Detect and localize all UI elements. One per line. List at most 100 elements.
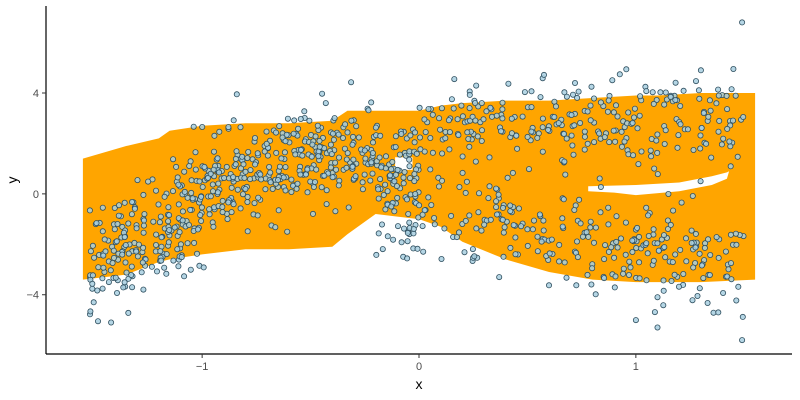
data-point [99,285,106,292]
data-point [688,239,695,246]
data-point [254,150,261,157]
data-point [244,228,251,235]
data-point [312,133,319,140]
data-point [706,271,713,278]
data-point [341,145,348,152]
data-point [179,208,186,215]
data-point [352,173,359,180]
data-point [410,225,417,232]
data-point [587,117,594,124]
data-point [284,228,291,235]
data-point [651,165,658,172]
data-point [390,236,397,243]
data-point [99,228,106,235]
data-point [446,129,453,136]
data-point [101,236,108,243]
data-point [361,147,368,154]
data-point [276,123,283,130]
data-point [293,185,300,192]
data-point [429,111,436,118]
data-point [343,164,350,171]
data-point [282,187,289,194]
data-point [577,220,584,227]
data-point [622,219,629,226]
data-point [414,245,421,252]
data-point [375,230,382,237]
data-point [157,213,164,220]
data-point [344,150,351,157]
data-point [546,250,553,257]
data-point [677,246,684,253]
data-point [513,132,520,139]
data-point [375,195,382,202]
data-point [662,254,669,261]
data-point [698,262,705,269]
data-point [508,130,515,137]
data-point [508,115,515,122]
data-point [114,220,121,227]
data-point [349,133,356,140]
data-point [635,161,642,168]
data-point [416,134,423,141]
data-point [707,107,714,114]
data-point [378,164,385,171]
data-point [539,115,546,122]
data-point [421,116,428,123]
data-point [173,163,180,170]
data-point [636,275,643,282]
data-point [175,181,182,188]
data-point [561,259,568,266]
data-point [314,122,321,129]
data-point [546,282,553,289]
data-point [166,212,173,219]
data-point [605,204,612,211]
data-point [713,100,720,107]
data-point [459,169,466,176]
data-point [678,199,685,206]
data-point [697,67,704,74]
data-point [669,259,676,266]
data-point [605,221,612,228]
data-point [568,112,575,119]
data-point [304,166,311,173]
data-point [387,172,394,179]
data-point [192,166,199,173]
data-point [451,76,458,83]
data-point [178,254,185,261]
data-point [644,250,651,257]
data-point [510,222,517,229]
data-point [677,121,684,128]
data-point [99,204,106,211]
data-point [242,168,249,175]
data-point [618,128,625,135]
data-point [631,105,638,112]
data-point [575,88,582,95]
data-point [210,148,217,155]
data-point [735,283,742,290]
data-point [166,227,173,234]
data-point [174,174,181,181]
data-point [394,166,401,173]
data-point [478,227,485,234]
data-point [89,272,96,279]
data-point [411,178,418,185]
data-point [706,97,713,104]
data-point [389,158,396,165]
data-point [388,166,395,173]
data-point [519,113,526,120]
data-point [116,202,123,209]
data-point [264,152,271,159]
data-point [715,92,722,99]
data-point [569,142,576,149]
data-point [158,257,165,264]
data-point [589,265,596,272]
data-point [450,105,457,112]
data-point [148,263,155,270]
data-point [353,123,360,130]
data-point [404,238,411,245]
data-point [560,196,567,203]
data-point [187,158,194,165]
data-point [369,139,376,146]
data-point [199,124,206,131]
data-point [297,171,304,178]
